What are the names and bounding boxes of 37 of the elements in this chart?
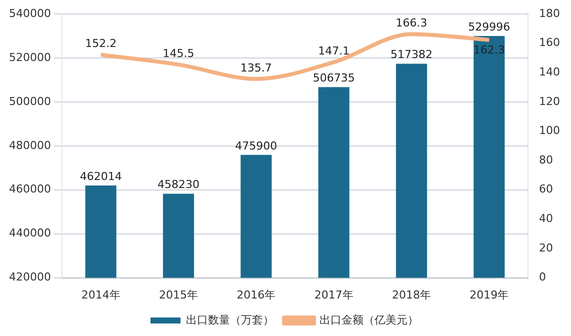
x-tick-label: 2016年 — [236, 288, 276, 302]
data-label: 162.3 — [473, 43, 505, 56]
y2-tick-label: 140 — [539, 65, 560, 78]
y-tick-label: 500000 — [8, 94, 51, 108]
y-tick-label: 460000 — [8, 182, 51, 196]
data-label: 517382 — [390, 48, 432, 62]
data-label: 152.2 — [85, 37, 117, 50]
y-tick-label: 520000 — [8, 50, 51, 64]
y2-tick-label: 160 — [539, 36, 560, 50]
y2-tick-label: 180 — [539, 6, 560, 20]
y2-tick-label: 60 — [539, 182, 554, 196]
data-label: 166.3 — [396, 16, 428, 30]
y-tick-label: 420000 — [8, 270, 51, 284]
y-tick-label: 480000 — [8, 138, 51, 152]
data-label: 145.5 — [162, 46, 194, 60]
data-label: 529996 — [468, 20, 510, 34]
y2-tick-label: 100 — [539, 124, 560, 138]
x-tick-label: 2018年 — [392, 288, 431, 302]
y2-tick-label: 120 — [539, 94, 560, 108]
y2-tick-label: 20 — [539, 241, 554, 254]
data-label: 462014 — [80, 170, 122, 183]
x-tick-label: 2015年 — [158, 288, 198, 302]
legend-label: 出口金额（亿美元） — [320, 313, 418, 326]
y2-tick-label: 0 — [539, 270, 546, 284]
y2-tick-label: 80 — [539, 153, 554, 166]
data-label: 506735 — [312, 71, 355, 84]
y-tick-label: 440000 — [8, 226, 51, 240]
data-label: 147.1 — [318, 44, 350, 58]
data-label: 475900 — [235, 139, 278, 152]
data-label: 458230 — [157, 178, 200, 192]
y-tick-label: 540000 — [8, 6, 51, 20]
legend-label: 出口数量（万套） — [186, 313, 274, 326]
y2-tick-label: 40 — [539, 212, 554, 226]
x-tick-label: 2014年 — [81, 288, 120, 302]
x-tick-label: 2019年 — [470, 288, 509, 302]
data-label: 135.7 — [240, 61, 272, 74]
x-tick-label: 2017年 — [314, 288, 354, 302]
